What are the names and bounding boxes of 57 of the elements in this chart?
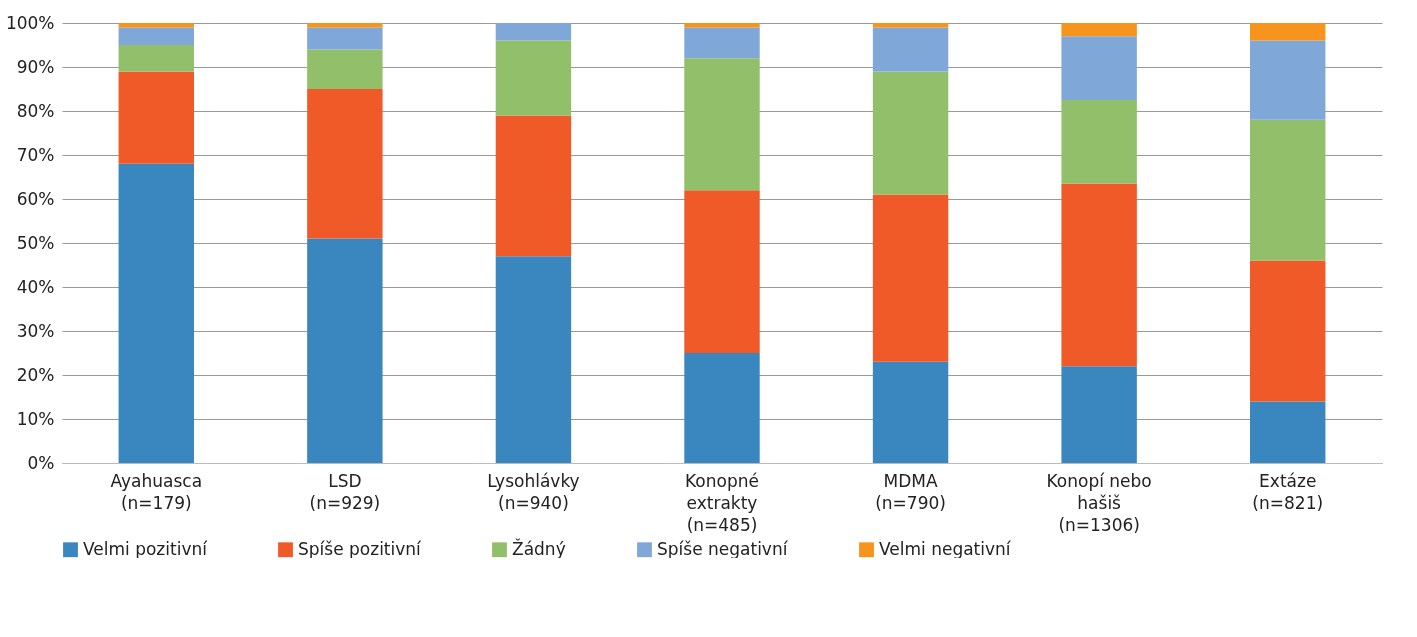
- bar: [1250, 23, 1326, 41]
- legend-label: Žádný: [512, 537, 566, 559]
- bar: [872, 27, 949, 72]
- bar: [118, 27, 194, 45]
- bar: [307, 27, 383, 50]
- x-tick-label: MDMA (n=790): [875, 470, 946, 513]
- bar: [1250, 401, 1326, 463]
- bar: [118, 23, 194, 28]
- y-tick-label: 20%: [16, 364, 55, 385]
- bar: [495, 23, 572, 41]
- legend-label: Spíše negativní: [657, 538, 789, 559]
- bar: [118, 163, 194, 463]
- bar: [1250, 40, 1326, 120]
- legend-label: Velmi pozitivní: [83, 538, 209, 559]
- bar: [307, 238, 383, 463]
- bar: [495, 115, 572, 257]
- x-tick-label: Ayahuasca (n=179): [110, 470, 203, 513]
- y-tick-label: 100%: [5, 12, 55, 33]
- bar: [1250, 260, 1326, 402]
- bar: [684, 353, 760, 463]
- bar: [307, 49, 383, 89]
- y-tick-label: 0%: [27, 452, 55, 473]
- y-tick-label: 50%: [16, 232, 55, 253]
- bar: [307, 23, 383, 28]
- bar: [118, 45, 194, 72]
- bar: [1061, 183, 1137, 367]
- bar: [495, 256, 572, 463]
- y-tick-label: 40%: [16, 276, 55, 297]
- y-tick-label: 80%: [16, 100, 55, 121]
- bar: [872, 23, 949, 28]
- bar: [1061, 36, 1137, 100]
- bar: [872, 361, 949, 463]
- x-tick-label: Extáze (n=821): [1252, 470, 1324, 513]
- legend-label: Spíše pozitivní: [298, 538, 423, 559]
- bar: [684, 23, 760, 28]
- bar: [118, 71, 194, 164]
- x-tick-label: Konopí nebo hašiš (n=1306): [1046, 470, 1152, 535]
- bar: [307, 89, 383, 239]
- bar: [1061, 23, 1137, 37]
- y-tick-label: 90%: [16, 56, 55, 77]
- bar: [872, 71, 949, 195]
- bar: [1061, 366, 1137, 463]
- y-tick-label: 30%: [16, 320, 55, 341]
- bar: [684, 190, 760, 353]
- x-tick-label: Konopné extrakty (n=485): [685, 470, 759, 535]
- y-tick-label: 10%: [16, 408, 55, 429]
- x-tick-label: Lysohlávky (n=940): [487, 470, 580, 513]
- bar: [684, 58, 760, 191]
- bar: [495, 40, 572, 116]
- bar: [872, 194, 949, 362]
- y-tick-label: 70%: [16, 144, 55, 165]
- bar: [1061, 100, 1137, 184]
- y-tick-label: 60%: [16, 188, 55, 209]
- x-tick-label: LSD (n=929): [309, 470, 381, 513]
- legend-label: Velmi negativní: [879, 538, 1012, 559]
- bar: [684, 27, 760, 59]
- bar: [1250, 119, 1326, 261]
